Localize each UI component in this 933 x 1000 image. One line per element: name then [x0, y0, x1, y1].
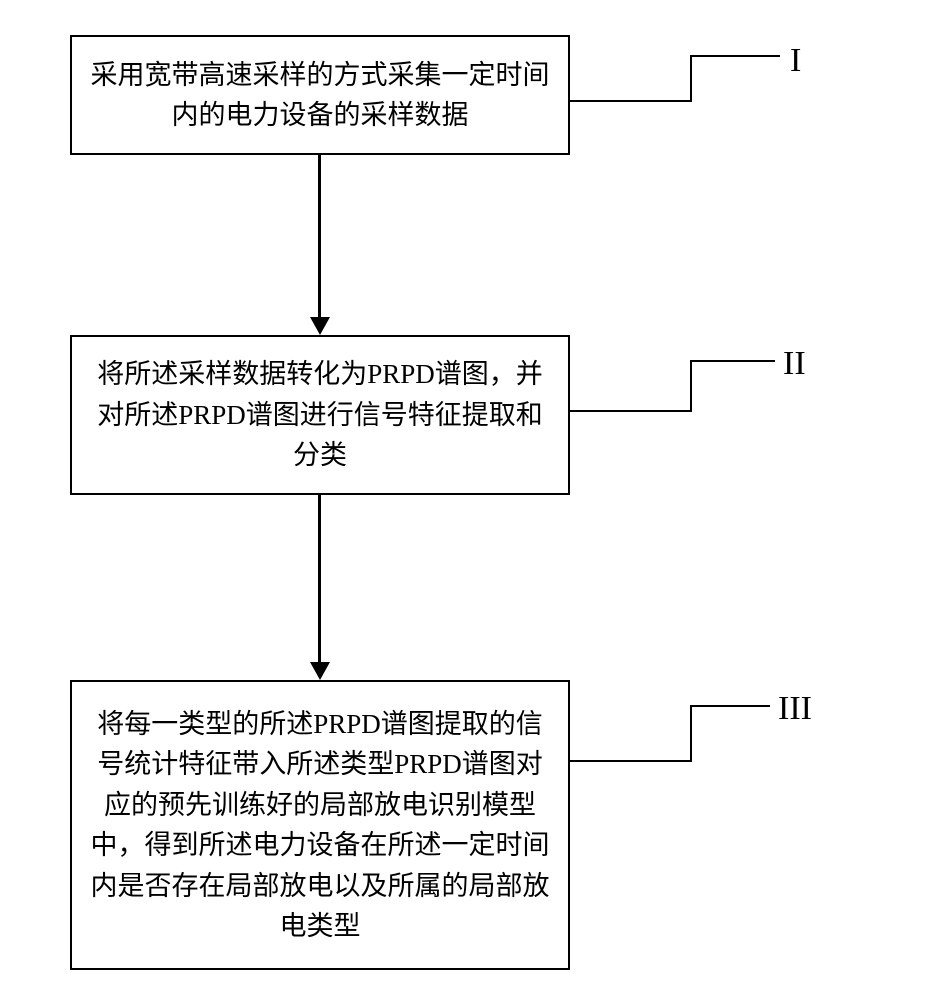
flowchart-box-3: 将每一类型的所述PRPD谱图提取的信号统计特征带入所述类型PRPD谱图对应的预先… [70, 680, 570, 970]
label-1: I [790, 42, 801, 80]
flowchart-box-2: 将所述采样数据转化为PRPD谱图，并对所述PRPD谱图进行信号特征提取和分类 [70, 335, 570, 495]
connector-1-seg-3 [690, 55, 780, 57]
connector-1-seg-2 [690, 55, 692, 102]
connector-3-seg-1 [570, 760, 690, 762]
connector-3-seg-2 [690, 705, 692, 762]
label-2: II [783, 345, 806, 383]
connector-1-seg-1 [570, 100, 690, 102]
connector-2-seg-1 [570, 410, 690, 412]
arrow-2-line [318, 495, 321, 662]
arrow-1-line [318, 155, 321, 317]
box-3-text: 将每一类型的所述PRPD谱图提取的信号统计特征带入所述类型PRPD谱图对应的预先… [90, 704, 550, 947]
flowchart-box-1: 采用宽带高速采样的方式采集一定时间内的电力设备的采样数据 [70, 35, 570, 155]
connector-3-seg-3 [690, 705, 770, 707]
connector-2-seg-3 [690, 360, 775, 362]
connector-2-seg-2 [690, 360, 692, 412]
arrow-2-head [310, 662, 330, 680]
arrow-1-head [310, 317, 330, 335]
label-3: III [778, 690, 812, 728]
box-1-text: 采用宽带高速采样的方式采集一定时间内的电力设备的采样数据 [90, 55, 550, 136]
box-2-text: 将所述采样数据转化为PRPD谱图，并对所述PRPD谱图进行信号特征提取和分类 [90, 354, 550, 476]
